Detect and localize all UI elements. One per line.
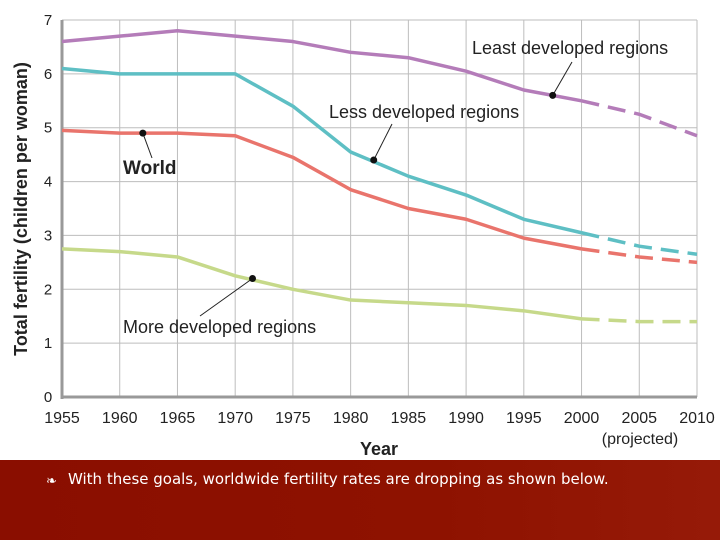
series-label-less-developed-regions: Less developed regions xyxy=(329,102,519,122)
x-tick-label: 2000 xyxy=(564,410,600,427)
x-tick-label: 2005 xyxy=(621,410,657,427)
x-tick-label: 1995 xyxy=(506,410,542,427)
caption-text: With these goals, worldwide fertility ra… xyxy=(68,470,609,488)
annotation-marker-more-developed-regions xyxy=(249,275,256,283)
series-label-least-developed-regions: Least developed regions xyxy=(472,38,668,58)
x-tick-label: 2010 xyxy=(679,410,715,427)
fleuron-bullet-icon: ❧ xyxy=(46,473,57,488)
x-tick-label: 1990 xyxy=(448,410,484,427)
projected-label: (projected) xyxy=(602,431,678,448)
series-label-world: World xyxy=(123,158,176,179)
y-tick-label: 3 xyxy=(44,227,52,244)
series-label-more-developed-regions: More developed regions xyxy=(123,317,316,337)
x-tick-label: 1970 xyxy=(217,410,253,427)
annotation-leader-world xyxy=(142,132,153,159)
x-tick-label: 1955 xyxy=(44,410,80,427)
x-tick-label: 1965 xyxy=(160,410,196,427)
y-tick-label: 6 xyxy=(44,66,52,83)
annotation-marker-least-developed-regions xyxy=(549,91,557,99)
series-line-more-developed-regions xyxy=(61,247,582,321)
fertility-chart: 0 1 2 3 4 5 6 7 1955 1960 1965 1970 1975 1980 1985 1990… xyxy=(11,12,715,459)
x-tick-label: 1980 xyxy=(333,410,369,427)
series-line-least-developed-regions xyxy=(61,29,582,103)
x-tick-label: 1975 xyxy=(275,410,311,427)
y-tick-label: 1 xyxy=(44,335,52,352)
y-axis-label: Total fertility (children per woman) xyxy=(11,62,31,356)
x-axis-label: Year xyxy=(360,439,398,459)
caption-banner: ❧ With these goals, worldwide fertility … xyxy=(0,460,720,540)
x-tick-label: 1985 xyxy=(391,410,427,427)
y-tick-label: 5 xyxy=(44,120,52,137)
annotation-marker-world xyxy=(139,129,147,137)
y-tick-label: 0 xyxy=(44,389,52,406)
series-line-world xyxy=(61,128,582,251)
y-tick-label: 2 xyxy=(44,281,52,298)
y-tick-label: 4 xyxy=(44,174,52,191)
x-tick-label: 1960 xyxy=(102,410,138,427)
annotation-leader-less-developed-regions xyxy=(373,123,393,161)
annotation-leader-least-developed-regions xyxy=(552,61,573,96)
y-tick-label: 7 xyxy=(44,12,52,29)
annotation-marker-less-developed-regions xyxy=(370,156,378,164)
annotation-leader-more-developed-regions xyxy=(199,278,253,317)
series-line-less-developed-regions xyxy=(61,66,582,235)
